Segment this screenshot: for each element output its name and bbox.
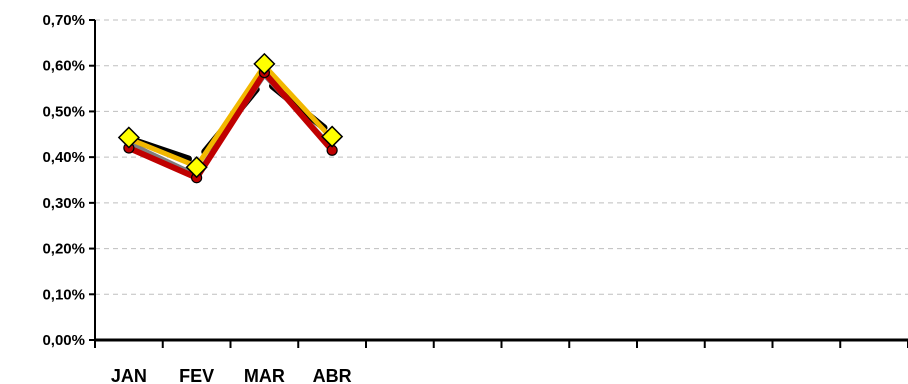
y-tick-label: 0,30%: [42, 195, 85, 212]
y-tick-label: 0,60%: [42, 58, 85, 75]
series-3: [123, 66, 338, 184]
series-2: [127, 63, 334, 169]
data-point: [321, 125, 344, 148]
data-point: [253, 52, 276, 75]
x-tick-label: FEV: [179, 366, 214, 384]
gridlines: [95, 19, 908, 295]
labels: 0,00% 0,10% 0,20% 0,30% 0,40% 0,50% 0,60% 0,70%…: [42, 12, 351, 384]
data-point: [117, 126, 140, 149]
y-tick-label: 0,20%: [42, 241, 85, 258]
x-tick-label: JAN: [111, 366, 147, 384]
y-tick-label: 0,40%: [42, 149, 85, 166]
series-4: [117, 52, 344, 179]
y-tick-label: 0,50%: [42, 103, 85, 120]
series-layer: [117, 52, 344, 184]
x-tick-label: MAR: [244, 366, 285, 384]
data-point: [185, 156, 208, 179]
series-line: [127, 63, 334, 169]
y-tick-label: 0,00%: [42, 332, 85, 349]
y-tick-label: 0,70%: [42, 12, 85, 29]
series-line: [127, 69, 335, 181]
y-tick-label: 0,10%: [42, 286, 85, 303]
x-tick-label: ABR: [313, 366, 352, 384]
axes: [89, 19, 908, 348]
